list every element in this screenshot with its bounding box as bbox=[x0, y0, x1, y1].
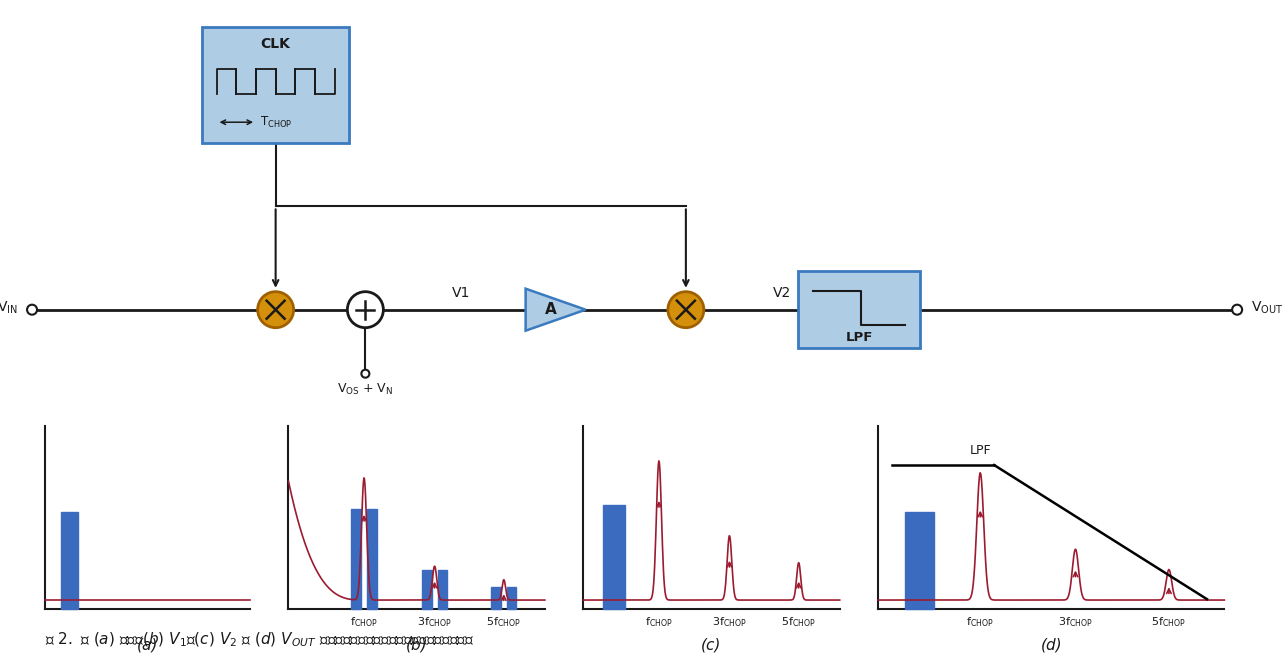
Bar bbox=[422, 570, 432, 609]
Text: 3f$_{\rm CHOP}$: 3f$_{\rm CHOP}$ bbox=[712, 615, 747, 629]
Text: 3f$_{\rm CHOP}$: 3f$_{\rm CHOP}$ bbox=[1058, 615, 1094, 629]
Text: V$_{\rm IN}$: V$_{\rm IN}$ bbox=[0, 300, 18, 316]
Bar bbox=[506, 587, 517, 609]
Polygon shape bbox=[526, 288, 586, 331]
Text: (c): (c) bbox=[701, 637, 722, 653]
Text: LPF: LPF bbox=[969, 444, 991, 457]
Text: $\it{图\ 2.\ 在\ (a)\ 输入、(b)\ V_1、(c)\ V_2\ 和\ (d)\ V_{OUT}\ 端的信号（蓝色）和误差（红色）的频域频谱}: $\it{图\ 2.\ 在\ (a)\ 输入、(b)\ V_1、(c)\ V_2… bbox=[45, 631, 474, 649]
Text: 3f$_{\rm CHOP}$: 3f$_{\rm CHOP}$ bbox=[417, 615, 453, 629]
Circle shape bbox=[1232, 304, 1242, 315]
Circle shape bbox=[258, 292, 294, 328]
Bar bbox=[203, 27, 349, 143]
Text: CLK: CLK bbox=[260, 37, 291, 51]
Text: A: A bbox=[545, 302, 556, 317]
Bar bbox=[905, 512, 935, 609]
Text: f$_{\rm CHOP}$: f$_{\rm CHOP}$ bbox=[645, 615, 673, 629]
Bar bbox=[351, 509, 362, 609]
Text: V2: V2 bbox=[773, 286, 791, 300]
Text: V$_{\rm OS}$ + V$_{\rm N}$: V$_{\rm OS}$ + V$_{\rm N}$ bbox=[337, 382, 394, 397]
Text: 5f$_{\rm CHOP}$: 5f$_{\rm CHOP}$ bbox=[781, 615, 817, 629]
Circle shape bbox=[27, 304, 37, 315]
Text: 5f$_{\rm CHOP}$: 5f$_{\rm CHOP}$ bbox=[486, 615, 522, 629]
Text: LPF: LPF bbox=[845, 331, 873, 344]
Circle shape bbox=[347, 292, 383, 328]
Bar bbox=[367, 509, 377, 609]
Bar bbox=[604, 505, 624, 609]
Text: T$_{\rm CHOP}$: T$_{\rm CHOP}$ bbox=[260, 115, 292, 130]
Bar bbox=[797, 272, 920, 348]
Text: 5f$_{\rm CHOP}$: 5f$_{\rm CHOP}$ bbox=[1151, 615, 1186, 629]
Text: (b): (b) bbox=[406, 637, 427, 653]
Bar bbox=[437, 570, 447, 609]
Bar bbox=[62, 512, 78, 609]
Circle shape bbox=[362, 370, 369, 378]
Text: V1: V1 bbox=[453, 286, 470, 300]
Text: (d): (d) bbox=[1041, 637, 1061, 653]
Text: f$_{\rm CHOP}$: f$_{\rm CHOP}$ bbox=[350, 615, 378, 629]
Text: V$_{\rm OUT}$: V$_{\rm OUT}$ bbox=[1251, 300, 1282, 316]
Bar bbox=[491, 587, 501, 609]
Text: f$_{\rm CHOP}$: f$_{\rm CHOP}$ bbox=[967, 615, 994, 629]
Text: (a): (a) bbox=[137, 637, 158, 653]
Circle shape bbox=[668, 292, 704, 328]
